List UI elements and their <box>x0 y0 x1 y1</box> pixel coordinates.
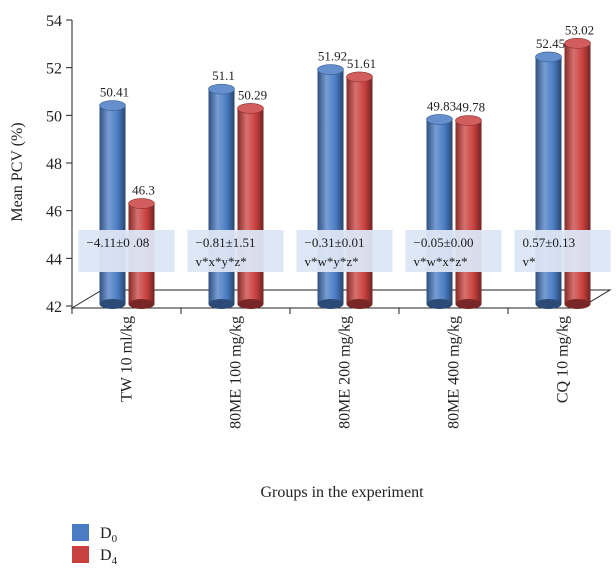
annotation-stat: 0.57±0.13 <box>523 235 576 250</box>
x-tick-label: 80ME 400 mg/kg <box>446 316 463 429</box>
annotation-significance: v*w*x*z* <box>414 254 468 269</box>
annotation-3: −0.05±0.00 v*w*x*z* <box>405 230 502 272</box>
legend-label: D0 <box>100 525 118 545</box>
annotation-box <box>187 230 284 272</box>
y-tick-label: 54 <box>46 13 62 30</box>
bar-cap <box>426 114 453 125</box>
legend-label: D4 <box>100 547 118 567</box>
annotation-stat: −0.31±0.01 <box>305 235 365 250</box>
annotation-stat: −0.81±1.51 <box>196 235 256 250</box>
data-label: 51.92 <box>318 49 347 64</box>
bar-base <box>564 299 591 309</box>
chart-floor <box>70 289 612 309</box>
data-label: 53.02 <box>565 22 594 37</box>
data-label: 50.29 <box>238 87 267 102</box>
x-tick-label: 80ME 200 mg/kg <box>337 316 354 429</box>
annotation-stat: −4.11±0 .08 <box>87 235 150 250</box>
bar-d0-3: 49.83 <box>426 98 456 309</box>
y-tick-label: 44 <box>46 251 62 268</box>
bar-cap <box>317 64 344 75</box>
y-axis-title: Mean PCV (%) <box>9 122 26 221</box>
data-label: 46.3 <box>132 183 155 198</box>
x-tick-label: CQ 10 mg/kg <box>555 316 572 403</box>
bar-d4-3: 49.78 <box>455 100 485 309</box>
x-tick-label: TW 10 ml/kg <box>119 316 136 402</box>
bar-cap <box>564 38 591 49</box>
legend-swatch <box>72 546 89 563</box>
bar-base <box>237 299 264 309</box>
bar-cap <box>455 115 482 126</box>
bar-cap <box>128 198 155 209</box>
y-axis: 42 44 46 48 50 52 54 <box>46 13 73 316</box>
bar-cap <box>535 51 562 63</box>
floor-plane <box>70 289 612 309</box>
data-label: 49.83 <box>427 98 456 113</box>
annotation-box <box>514 230 611 272</box>
data-label: 52.45 <box>536 36 565 51</box>
bar-body <box>99 105 126 304</box>
bar-cap <box>346 71 373 83</box>
annotation-1: −0.81±1.51 v*x*y*z* <box>187 230 284 272</box>
y-tick-label: 52 <box>46 61 62 78</box>
bar-base <box>208 299 235 309</box>
annotation-0: −4.11±0 .08 <box>78 230 175 272</box>
annotation-2: −0.31±0.01 v*w*y*z* <box>296 230 393 272</box>
bar-base <box>317 299 344 309</box>
bar-base <box>128 299 155 309</box>
x-axis: TW 10 ml/kg 80ME 100 mg/kg 80ME 200 mg/kg 8… <box>71 308 572 429</box>
annotation-box <box>78 230 175 272</box>
bar-cap <box>208 83 235 95</box>
annotation-4: 0.57±0.13 v* <box>514 230 611 272</box>
x-axis-title: Groups in the experiment <box>260 484 424 501</box>
legend-swatch <box>72 524 89 541</box>
bar-cap <box>99 100 126 111</box>
annotation-stat: −0.05±0.00 <box>414 235 474 250</box>
bar-body <box>455 120 482 305</box>
annotation-box <box>296 230 393 272</box>
bar-d0-0: 50.41 <box>99 85 129 309</box>
bar-body <box>237 108 264 305</box>
bar-base <box>426 299 453 309</box>
data-label: 50.41 <box>100 85 129 100</box>
annotation-significance: v* <box>523 254 536 269</box>
data-label: 51.61 <box>347 56 376 71</box>
bar-d0-1: 51.1 <box>208 68 235 309</box>
x-tick-label: 80ME 100 mg/kg <box>228 316 245 429</box>
data-label: 49.78 <box>456 100 485 115</box>
data-label: 51.1 <box>212 68 235 83</box>
annotation-significance: v*w*y*z* <box>305 254 359 269</box>
bar-base <box>535 299 562 309</box>
bar-d4-1: 50.29 <box>237 87 267 309</box>
annotation-box <box>405 230 502 272</box>
legend-item-d4: D4 <box>72 546 118 567</box>
annotation-significance: v*x*y*z* <box>196 254 247 269</box>
bar-base <box>455 299 482 309</box>
bar-base <box>346 299 373 309</box>
annotation-boxes: −4.11±0 .08 −0.81±1.51 v*x*y*z* −0.31±0.01 v… <box>78 230 611 272</box>
y-tick-label: 42 <box>46 299 62 316</box>
y-tick-label: 46 <box>46 204 62 221</box>
y-tick-label: 50 <box>46 108 62 125</box>
bar-cap <box>237 103 264 114</box>
y-tick-label: 48 <box>46 156 62 173</box>
bar-base <box>99 299 126 309</box>
bar-body <box>426 119 453 304</box>
legend-item-d0: D0 <box>72 524 118 545</box>
